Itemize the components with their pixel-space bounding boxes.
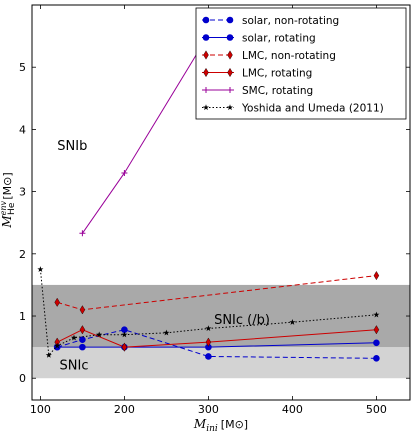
- legend-item: SMC, rotating: [202, 85, 313, 97]
- regions-layer: [32, 284, 410, 379]
- series-line: [39, 269, 377, 357]
- y-axis-label-sub: He: [7, 202, 17, 215]
- data-point: [79, 230, 86, 237]
- data-point: [373, 339, 380, 347]
- legend-label: LMC, rotating: [242, 68, 312, 80]
- data-point: [163, 329, 170, 336]
- series-line: [81, 34, 209, 234]
- data-point: [226, 16, 234, 24]
- data-point: [96, 331, 103, 338]
- data-point: [373, 311, 380, 318]
- data-point: [203, 87, 209, 93]
- series-layer: [37, 31, 380, 362]
- region-band: [32, 347, 410, 379]
- x-axis-label-unit: [M⊙]: [221, 418, 248, 431]
- legend: solar, non-rotating solar, rotating LMC, n…: [195, 7, 407, 120]
- legend-label: Yoshida and Umeda (2011): [241, 103, 384, 115]
- series: [53, 326, 380, 362]
- x-axis-label-main: M: [193, 417, 207, 431]
- data-point: [79, 305, 86, 315]
- x-tick-label: 500: [366, 403, 387, 416]
- y-axis-label-unit: [M⊙]: [1, 172, 14, 199]
- legend-item: LMC, non-rotating: [202, 50, 336, 62]
- y-axis-label-sup: env: [0, 200, 8, 215]
- y-tick-label: 1: [19, 310, 26, 323]
- x-axis-label-sub: ini: [206, 424, 218, 434]
- legend-item: solar, rotating: [202, 33, 316, 45]
- x-tick-label: 400: [282, 403, 303, 416]
- legend-item: solar, non-rotating: [202, 15, 339, 27]
- data-point: [70, 334, 78, 341]
- data-point: [202, 104, 210, 111]
- legend-item: Yoshida and Umeda (2011): [202, 103, 384, 115]
- data-point: [373, 270, 380, 281]
- x-tick-label: 200: [114, 403, 135, 416]
- y-tick-label: 3: [19, 186, 26, 199]
- data-point: [54, 342, 61, 349]
- legend-item: LMC, rotating: [202, 68, 312, 80]
- y-axis-label: MenvHe [M⊙]: [0, 172, 17, 228]
- x-tick-label: 100: [30, 403, 51, 416]
- data-point: [79, 336, 86, 343]
- y-tick-label: 0: [19, 372, 26, 385]
- annotation: SNIb: [57, 139, 87, 154]
- plot-frame: [31, 4, 411, 401]
- x-axis-label: Mini [M⊙]: [193, 417, 248, 434]
- y-axis-label-main: M: [0, 215, 14, 229]
- legend-box: [195, 7, 407, 120]
- data-point: [227, 50, 233, 60]
- data-point: [205, 337, 212, 347]
- data-point: [79, 325, 86, 335]
- region-label: SNIc (/b): [214, 313, 270, 328]
- data-point: [289, 319, 296, 325]
- legend-label: LMC, non-rotating: [242, 50, 336, 62]
- region-band: [32, 284, 410, 348]
- series: [79, 31, 212, 237]
- data-point: [37, 266, 44, 272]
- x-tick-label: 300: [198, 403, 219, 416]
- data-point: [79, 343, 86, 351]
- data-point: [202, 16, 210, 24]
- y-tick-label: 5: [19, 61, 26, 74]
- legend-label: solar, non-rotating: [242, 15, 339, 27]
- series: [37, 266, 380, 358]
- data-point: [205, 325, 212, 332]
- y-tick-label: 2: [19, 248, 26, 261]
- legend-label: SMC, rotating: [242, 85, 313, 97]
- y-tick-label: 4: [19, 123, 26, 136]
- data-point: [226, 34, 234, 41]
- data-point: [373, 325, 380, 335]
- data-point: [226, 104, 234, 111]
- data-point: [202, 34, 210, 41]
- data-point: [227, 67, 233, 78]
- data-point: [121, 331, 128, 338]
- data-point: [121, 342, 128, 352]
- series: [54, 325, 380, 352]
- region-label: SNIc: [60, 359, 89, 374]
- legend-label: solar, rotating: [242, 33, 316, 45]
- data-point: [227, 87, 233, 93]
- data-point: [54, 297, 60, 307]
- data-point: [205, 353, 212, 360]
- ticks-layer: 100 200 300 400 500 0 1 2 3 4 5: [19, 5, 410, 416]
- data-point: [121, 169, 128, 176]
- series: [54, 270, 380, 315]
- data-point: [373, 355, 380, 362]
- data-point: [203, 67, 209, 78]
- data-point: [203, 50, 209, 60]
- data-point: [45, 352, 52, 358]
- series-line: [57, 329, 377, 359]
